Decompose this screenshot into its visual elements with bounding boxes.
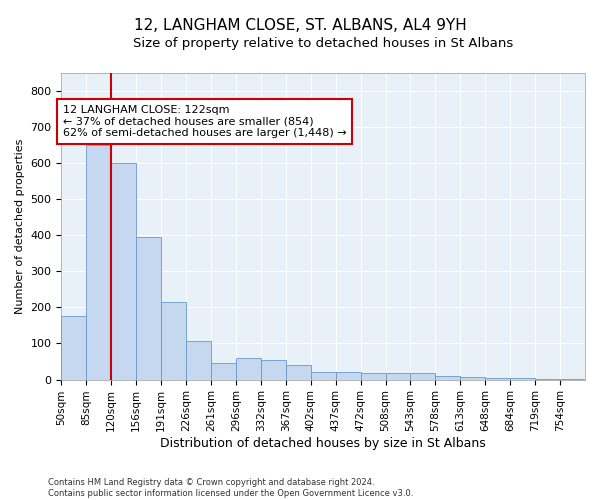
Bar xyxy=(311,372,335,380)
Text: 12 LANGHAM CLOSE: 122sqm
← 37% of detached houses are smaller (854)
62% of semi-: 12 LANGHAM CLOSE: 122sqm ← 37% of detach… xyxy=(62,105,346,138)
Y-axis label: Number of detached properties: Number of detached properties xyxy=(15,138,25,314)
Bar xyxy=(436,376,460,380)
Title: Size of property relative to detached houses in St Albans: Size of property relative to detached ho… xyxy=(133,38,514,51)
Bar xyxy=(410,373,436,380)
Bar xyxy=(485,378,510,380)
Bar xyxy=(510,378,535,380)
Bar xyxy=(161,302,186,380)
Bar xyxy=(535,378,560,380)
Bar xyxy=(136,237,161,380)
Bar xyxy=(86,145,111,380)
Bar xyxy=(386,374,410,380)
Bar xyxy=(111,163,136,380)
Bar xyxy=(335,372,361,380)
X-axis label: Distribution of detached houses by size in St Albans: Distribution of detached houses by size … xyxy=(160,437,486,450)
Bar xyxy=(211,362,236,380)
Bar xyxy=(186,341,211,380)
Text: Contains HM Land Registry data © Crown copyright and database right 2024.
Contai: Contains HM Land Registry data © Crown c… xyxy=(48,478,413,498)
Bar xyxy=(361,374,386,380)
Bar xyxy=(236,358,261,380)
Text: 12, LANGHAM CLOSE, ST. ALBANS, AL4 9YH: 12, LANGHAM CLOSE, ST. ALBANS, AL4 9YH xyxy=(134,18,466,32)
Bar xyxy=(61,316,86,380)
Bar xyxy=(261,360,286,380)
Bar xyxy=(286,365,311,380)
Bar xyxy=(460,377,485,380)
Bar xyxy=(560,379,585,380)
